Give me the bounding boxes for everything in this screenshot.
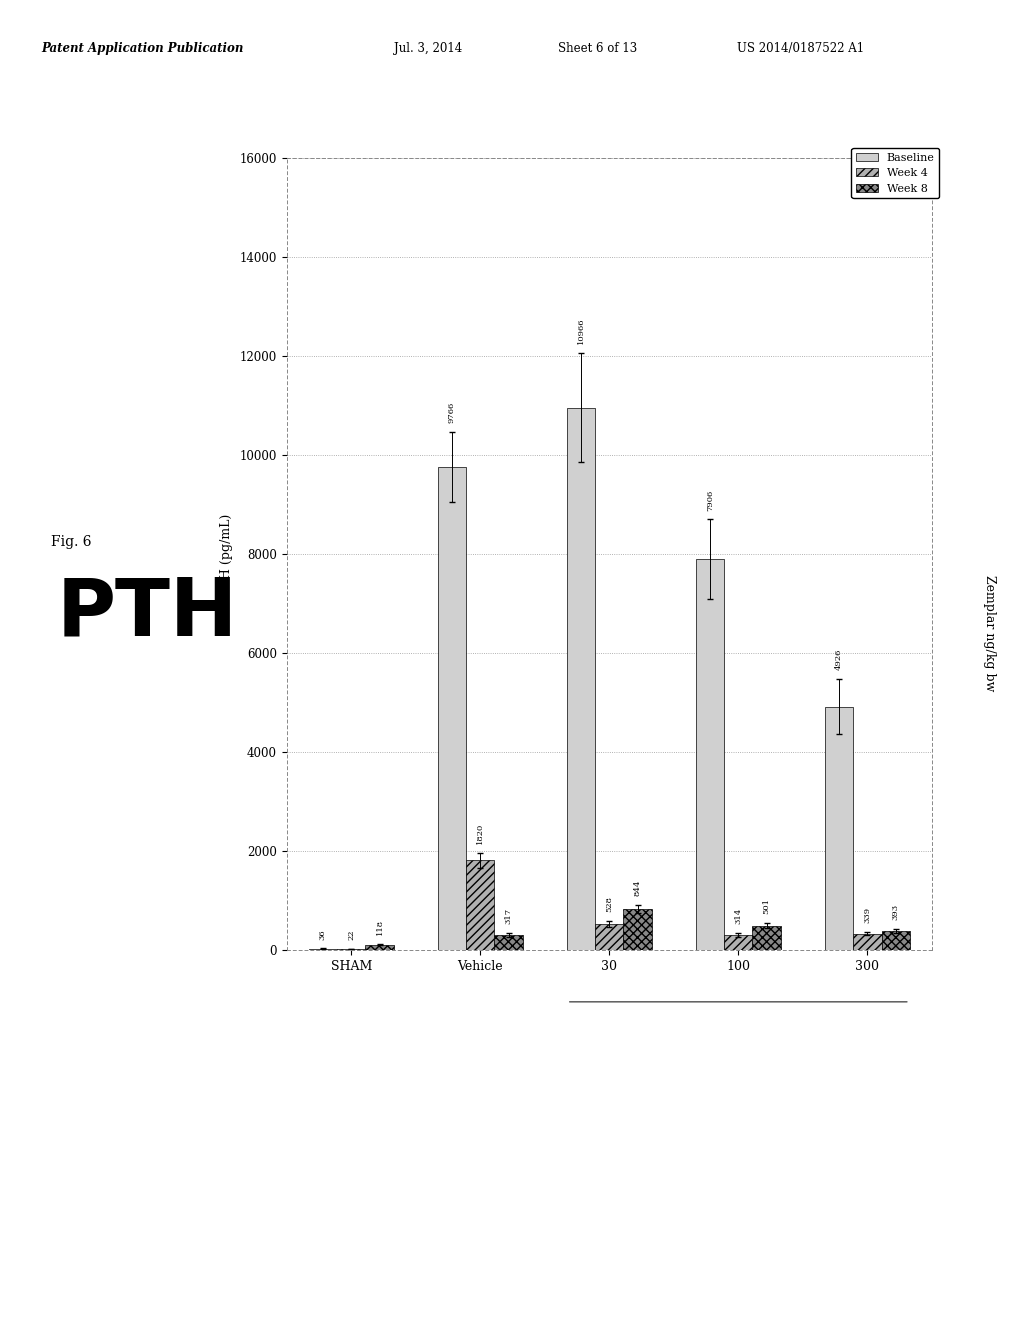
Text: 1820: 1820	[476, 822, 484, 843]
Text: 9766: 9766	[447, 403, 456, 424]
Text: 501: 501	[763, 898, 771, 913]
Text: 4926: 4926	[835, 649, 843, 671]
Text: Zemplar ng/kg bw: Zemplar ng/kg bw	[983, 576, 996, 692]
Text: Patent Application Publication: Patent Application Publication	[41, 42, 244, 55]
Text: 339: 339	[863, 907, 871, 923]
Text: Jul. 3, 2014: Jul. 3, 2014	[394, 42, 463, 55]
Text: US 2014/0187522 A1: US 2014/0187522 A1	[737, 42, 864, 55]
Text: 528: 528	[605, 896, 613, 912]
Text: 36: 36	[318, 929, 327, 940]
Bar	[437, 467, 466, 950]
Bar	[566, 408, 595, 950]
Bar	[724, 935, 753, 950]
Bar	[595, 924, 624, 950]
Text: Sheet 6 of 13: Sheet 6 of 13	[558, 42, 637, 55]
Text: 317: 317	[505, 908, 513, 924]
Bar	[753, 925, 781, 950]
Text: 393: 393	[892, 904, 900, 920]
Bar	[366, 945, 394, 950]
Legend: Baseline, Week 4, Week 8: Baseline, Week 4, Week 8	[851, 148, 939, 198]
Bar	[695, 560, 724, 950]
Text: 22: 22	[347, 929, 355, 940]
Text: 844: 844	[634, 879, 642, 896]
Text: 118: 118	[376, 919, 384, 935]
Text: PTH: PTH	[56, 574, 238, 652]
Bar	[495, 935, 523, 950]
Bar	[624, 908, 652, 950]
Text: 314: 314	[734, 908, 742, 924]
Text: Fig. 6: Fig. 6	[51, 535, 92, 549]
Bar	[308, 949, 337, 950]
Bar	[853, 933, 882, 950]
Bar	[824, 706, 853, 950]
Y-axis label: PTH (pg/mL): PTH (pg/mL)	[220, 513, 232, 595]
Bar	[466, 861, 495, 950]
Text: 7906: 7906	[706, 490, 714, 511]
Text: 10966: 10966	[577, 318, 585, 345]
Bar	[882, 931, 910, 950]
